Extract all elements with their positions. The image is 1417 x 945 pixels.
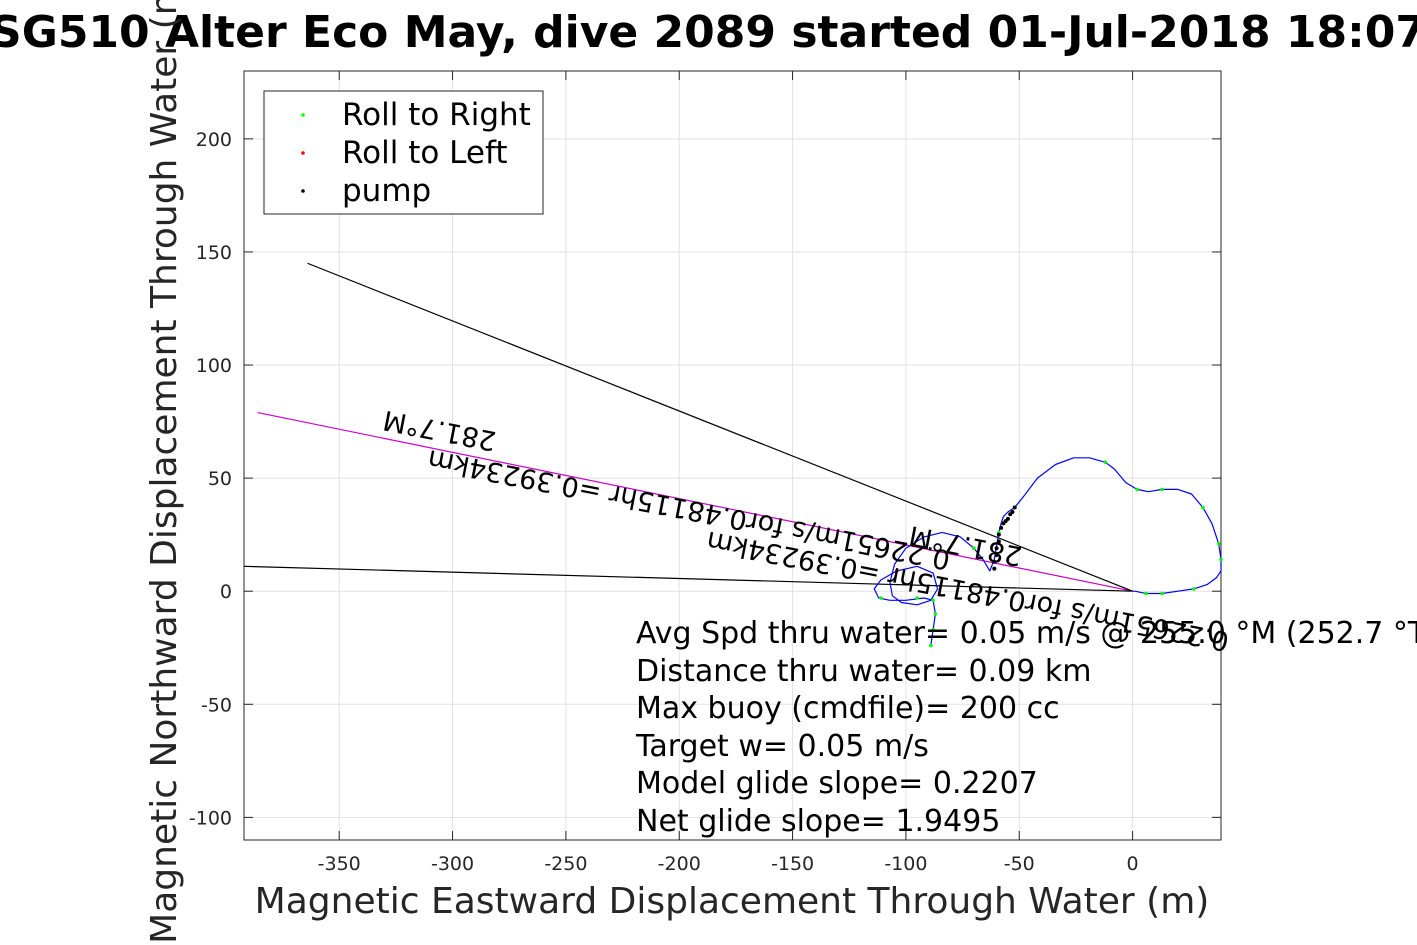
roll-right-point bbox=[879, 596, 883, 600]
reference-lines bbox=[243, 262, 1133, 592]
roll-right-point bbox=[1201, 505, 1205, 510]
roll-right-point bbox=[1103, 460, 1108, 465]
data-series bbox=[873, 457, 1223, 648]
roll-right-point bbox=[1135, 487, 1139, 492]
x-axis-label: Magnetic Eastward Displacement Through W… bbox=[255, 881, 1210, 922]
x-tick-label: -150 bbox=[771, 853, 814, 875]
axis-ticks: -350 -300 -250 -200 -150 -100 -50 0 -100 -50 0 50 10… bbox=[189, 71, 1221, 875]
roll-right-point bbox=[1160, 591, 1164, 596]
stat-distance: Distance thru water= 0.09 km bbox=[636, 654, 1091, 689]
stat-net-glide-slope: Net glide slope= 1.9495 bbox=[636, 804, 1000, 839]
roll-right-point bbox=[915, 596, 920, 600]
pump-point bbox=[999, 525, 1004, 530]
heading-line bbox=[257, 411, 1133, 592]
x-tick-label: -100 bbox=[884, 853, 927, 875]
lower-envelope-line bbox=[243, 565, 1133, 592]
x-tick-label: -200 bbox=[658, 853, 701, 875]
stat-max-buoy: Max buoy (cmdfile)= 200 cc bbox=[636, 691, 1060, 726]
y-axis-label: Magnetic Northward Displacement Through … bbox=[144, 0, 185, 944]
stat-target-w: Target w= 0.05 m/s bbox=[635, 729, 929, 764]
pump-point bbox=[1010, 510, 1015, 515]
y-tick-label: -100 bbox=[189, 807, 232, 829]
legend-marker-roll-right bbox=[301, 113, 305, 117]
roll-right-point bbox=[972, 546, 976, 551]
x-tick-label: -250 bbox=[544, 853, 587, 875]
plot-area bbox=[243, 70, 1222, 841]
roll-right-point bbox=[931, 627, 935, 632]
roll-left-point bbox=[895, 569, 899, 573]
upper-envelope-line bbox=[307, 262, 1133, 592]
roll-right-point bbox=[929, 643, 933, 648]
pump-point bbox=[996, 532, 1001, 537]
roll-right-point bbox=[931, 598, 935, 603]
x-tick-label: -350 bbox=[318, 853, 361, 875]
y-tick-label: 0 bbox=[220, 581, 232, 603]
y-tick-label: 200 bbox=[196, 129, 232, 151]
roll-right-point bbox=[1160, 487, 1164, 492]
y-tick-label: 100 bbox=[196, 355, 232, 377]
stat-avg-speed: Avg Spd thru water= 0.05 m/s @ 255.0 °M … bbox=[636, 616, 1417, 651]
annotation-label: 0.22651m/s for0.48115hr =0.39234km bbox=[425, 443, 953, 575]
legend: Roll to Right Roll to Left pump bbox=[263, 90, 544, 215]
pump-point bbox=[1012, 505, 1017, 510]
roll-right-point bbox=[1191, 587, 1196, 591]
x-tick-label: 0 bbox=[1127, 853, 1139, 875]
pump-point bbox=[994, 553, 999, 558]
y-tick-label: 150 bbox=[196, 242, 232, 264]
roll-right-point bbox=[1219, 557, 1223, 562]
legend-label-roll-right: Roll to Right bbox=[342, 97, 531, 133]
pump-point bbox=[992, 559, 997, 564]
roll-right-point bbox=[1144, 591, 1148, 596]
chart-title: SG510 Alter Eco May, dive 2089 started 0… bbox=[0, 7, 1417, 58]
roll-right-point bbox=[1216, 541, 1221, 546]
legend-marker-pump bbox=[301, 189, 305, 193]
legend-marker-roll-left bbox=[301, 151, 305, 155]
roll-right-point bbox=[933, 612, 938, 616]
pump-point bbox=[994, 546, 999, 551]
pump-point bbox=[992, 566, 997, 571]
legend-label-pump: pump bbox=[342, 173, 431, 209]
stats-box: Avg Spd thru water= 0.05 m/s @ 255.0 °M … bbox=[635, 616, 1417, 839]
x-tick-label: -300 bbox=[431, 853, 474, 875]
pump-point bbox=[1005, 516, 1010, 521]
stat-model-glide-slope: Model glide slope= 0.2207 bbox=[636, 766, 1038, 801]
x-tick-label: -50 bbox=[1004, 853, 1035, 875]
y-tick-label: -50 bbox=[201, 694, 232, 716]
y-tick-label: 50 bbox=[208, 468, 232, 490]
pump-point bbox=[996, 539, 1001, 544]
legend-box bbox=[263, 90, 544, 215]
legend-label-roll-left: Roll to Left bbox=[342, 135, 508, 171]
